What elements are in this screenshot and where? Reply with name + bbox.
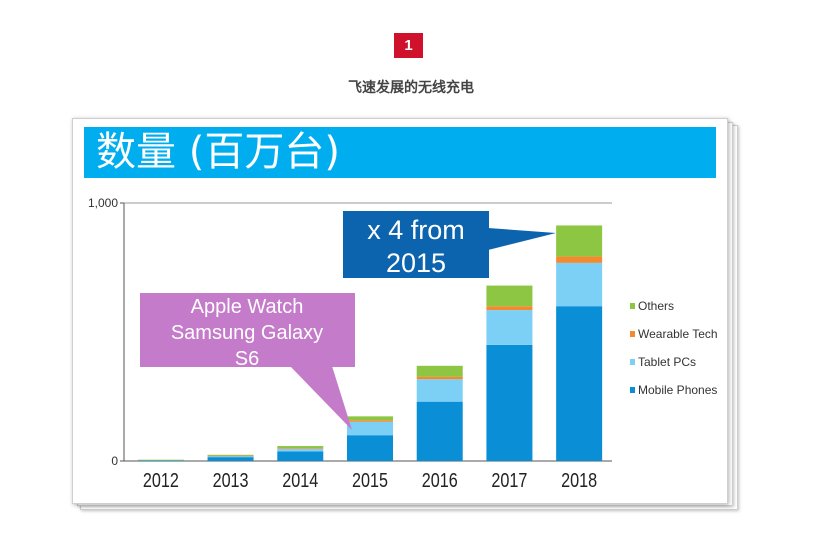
- legend-swatch-mobile-phones: [630, 387, 635, 393]
- x-tick-label-2017: 2017: [491, 470, 527, 492]
- section-number-badge: 1: [394, 33, 423, 58]
- x-tick-label-2012: 2012: [143, 470, 179, 492]
- section-title: 飞速发展的无线充电: [348, 80, 474, 96]
- legend-label-mobile-phones: Mobile Phones: [638, 383, 717, 397]
- bar-2017-tablet-pcs: [486, 310, 533, 345]
- purple-callout-text-line: Apple Watch: [191, 296, 304, 318]
- x-tick-label-2018: 2018: [561, 470, 597, 492]
- legend-swatch-tablet-pcs: [630, 359, 635, 365]
- bar-2014-mobile-phones: [277, 451, 324, 461]
- x-tick-label-2014: 2014: [282, 470, 318, 492]
- blue-callout-box: [343, 211, 489, 278]
- x-tick-label-2015: 2015: [352, 470, 388, 492]
- legend-label-others: Others: [638, 299, 674, 313]
- purple-callout-box: [140, 293, 355, 367]
- bar-2015-wearable-tech: [347, 420, 393, 422]
- legend-label-tablet-pcs: Tablet PCs: [638, 355, 696, 369]
- bar-2018-mobile-phones: [556, 306, 603, 461]
- bar-2015-tablet-pcs: [347, 421, 393, 436]
- bar-2016-mobile-phones: [416, 401, 463, 461]
- bar-2012-mobile-phones: [137, 460, 184, 461]
- y-tick-label: 0: [111, 454, 118, 468]
- legend-label-wearable-tech: Wearable Tech: [638, 327, 718, 341]
- chart-banner-title: 数量 (百万台): [84, 127, 716, 178]
- y-tick-label: 1,000: [88, 196, 118, 210]
- bar-2017-wearable-tech: [486, 306, 533, 311]
- bar-2017-mobile-phones: [486, 344, 533, 461]
- bar-2016-wearable-tech: [416, 376, 463, 380]
- bar-2013-others: [207, 454, 254, 456]
- purple-callout-text-line: Samsung Galaxy: [171, 322, 323, 344]
- blue-callout-pointer: [488, 228, 556, 250]
- bar-2013-mobile-phones: [207, 457, 254, 461]
- bar-2014-others: [277, 446, 324, 449]
- bar-2016-tablet-pcs: [416, 379, 463, 402]
- purple-callout-text-line: S6: [235, 348, 259, 370]
- bar-2016-others: [416, 365, 463, 377]
- legend-swatch-others: [630, 303, 635, 309]
- x-tick-label-2016: 2016: [422, 470, 458, 492]
- legend-swatch-wearable-tech: [630, 331, 635, 337]
- bar-2012-others: [137, 459, 184, 461]
- bar-2018-tablet-pcs: [556, 262, 603, 307]
- bar-2013-wearable-tech: [207, 455, 254, 457]
- blue-callout-text-line: x 4 from: [367, 215, 465, 245]
- bar-2015-others: [347, 416, 393, 421]
- bar-2014-tablet-pcs: [277, 448, 324, 452]
- bar-2014-wearable-tech: [277, 448, 324, 449]
- x-tick-label-2013: 2013: [213, 470, 249, 492]
- bar-2018-others: [556, 225, 603, 257]
- purple-callout-pointer: [290, 366, 352, 430]
- bar-2013-tablet-pcs: [207, 455, 254, 458]
- bar-2018-wearable-tech: [556, 256, 603, 263]
- bar-2017-others: [486, 285, 533, 307]
- blue-callout-text-line: 2015: [386, 248, 446, 278]
- bar-2015-mobile-phones: [347, 435, 393, 461]
